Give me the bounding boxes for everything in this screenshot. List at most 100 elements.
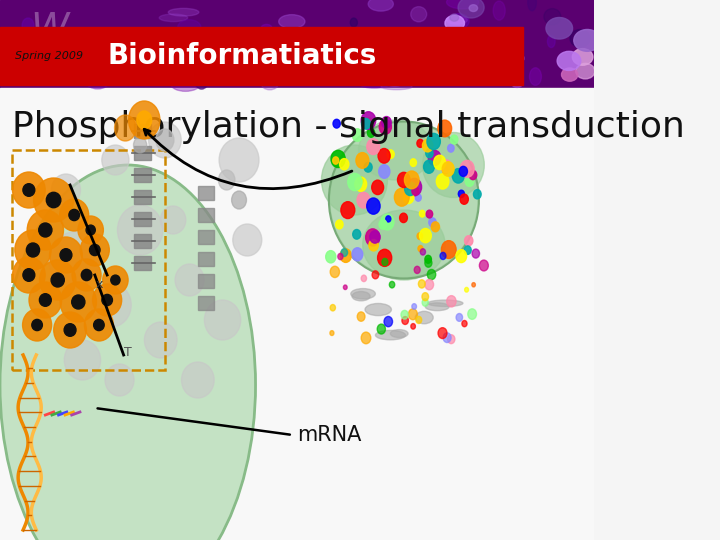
Ellipse shape xyxy=(348,173,362,191)
Ellipse shape xyxy=(483,61,493,75)
Ellipse shape xyxy=(366,198,380,214)
Ellipse shape xyxy=(160,33,188,46)
Bar xyxy=(198,208,215,222)
Ellipse shape xyxy=(459,190,464,198)
Ellipse shape xyxy=(39,223,52,237)
Ellipse shape xyxy=(321,145,387,215)
Ellipse shape xyxy=(363,210,445,280)
Bar xyxy=(135,234,151,248)
Ellipse shape xyxy=(29,282,62,318)
Ellipse shape xyxy=(574,30,600,51)
Ellipse shape xyxy=(426,149,433,158)
Text: Spring 2009: Spring 2009 xyxy=(15,51,83,61)
Ellipse shape xyxy=(350,18,357,27)
Ellipse shape xyxy=(341,201,355,219)
Ellipse shape xyxy=(69,210,79,221)
Ellipse shape xyxy=(102,145,129,175)
Ellipse shape xyxy=(448,144,454,152)
Ellipse shape xyxy=(102,294,112,306)
Ellipse shape xyxy=(403,191,414,204)
Bar xyxy=(12,150,165,370)
Ellipse shape xyxy=(34,178,73,222)
Ellipse shape xyxy=(352,292,370,301)
Ellipse shape xyxy=(415,194,421,201)
Text: M: M xyxy=(153,31,177,59)
Ellipse shape xyxy=(366,229,379,246)
Ellipse shape xyxy=(358,177,363,184)
Ellipse shape xyxy=(204,300,240,340)
Bar xyxy=(135,168,151,182)
Ellipse shape xyxy=(72,295,85,309)
Bar xyxy=(0,88,593,540)
Ellipse shape xyxy=(0,73,17,79)
Ellipse shape xyxy=(446,295,456,307)
Ellipse shape xyxy=(356,153,369,168)
Ellipse shape xyxy=(357,192,370,208)
Ellipse shape xyxy=(387,150,395,159)
Ellipse shape xyxy=(405,171,419,189)
Ellipse shape xyxy=(405,182,416,195)
Bar xyxy=(0,0,593,90)
Ellipse shape xyxy=(448,14,469,29)
Ellipse shape xyxy=(557,51,581,70)
Ellipse shape xyxy=(219,138,259,182)
Ellipse shape xyxy=(330,123,478,278)
Ellipse shape xyxy=(418,246,423,252)
Ellipse shape xyxy=(472,282,475,287)
Ellipse shape xyxy=(261,77,279,90)
Ellipse shape xyxy=(341,248,348,256)
Bar xyxy=(198,252,215,266)
Ellipse shape xyxy=(12,257,45,293)
Ellipse shape xyxy=(355,177,366,191)
Ellipse shape xyxy=(352,248,363,261)
Ellipse shape xyxy=(381,214,394,230)
Ellipse shape xyxy=(433,155,446,170)
Ellipse shape xyxy=(239,76,250,83)
Ellipse shape xyxy=(27,243,40,257)
Ellipse shape xyxy=(325,251,336,263)
Ellipse shape xyxy=(40,32,59,42)
Ellipse shape xyxy=(116,61,133,68)
Ellipse shape xyxy=(408,309,418,320)
Ellipse shape xyxy=(320,46,332,65)
Ellipse shape xyxy=(64,340,101,380)
Ellipse shape xyxy=(381,84,412,90)
Ellipse shape xyxy=(343,285,347,289)
Ellipse shape xyxy=(155,65,174,81)
Ellipse shape xyxy=(492,52,500,59)
Ellipse shape xyxy=(469,170,477,180)
Ellipse shape xyxy=(427,269,436,280)
Ellipse shape xyxy=(54,312,86,348)
Ellipse shape xyxy=(114,115,136,141)
Ellipse shape xyxy=(451,135,458,144)
Ellipse shape xyxy=(448,335,455,343)
Ellipse shape xyxy=(420,210,425,217)
Ellipse shape xyxy=(148,122,181,158)
Text: mRNA: mRNA xyxy=(297,425,361,445)
Ellipse shape xyxy=(368,0,393,11)
Ellipse shape xyxy=(352,129,363,141)
Ellipse shape xyxy=(50,237,82,273)
Ellipse shape xyxy=(351,288,375,299)
Ellipse shape xyxy=(181,362,214,398)
Bar xyxy=(135,212,151,226)
Ellipse shape xyxy=(137,111,152,129)
Ellipse shape xyxy=(431,222,439,232)
Ellipse shape xyxy=(184,29,210,39)
Ellipse shape xyxy=(384,44,413,48)
Ellipse shape xyxy=(64,323,76,336)
Ellipse shape xyxy=(266,58,282,68)
Ellipse shape xyxy=(547,35,555,48)
Ellipse shape xyxy=(72,259,101,291)
Ellipse shape xyxy=(458,0,484,18)
Ellipse shape xyxy=(60,282,96,322)
Ellipse shape xyxy=(89,245,100,255)
Ellipse shape xyxy=(357,312,365,321)
Ellipse shape xyxy=(422,299,428,306)
Ellipse shape xyxy=(233,224,262,256)
Ellipse shape xyxy=(129,101,160,139)
Ellipse shape xyxy=(361,112,376,129)
Ellipse shape xyxy=(93,284,122,316)
Ellipse shape xyxy=(468,309,477,319)
Ellipse shape xyxy=(372,271,379,279)
